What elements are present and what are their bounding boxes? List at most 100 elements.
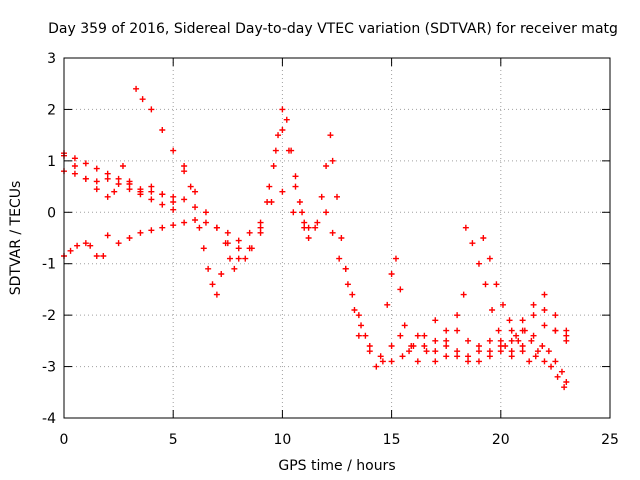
data-point	[111, 188, 118, 195]
series-track-1	[61, 150, 188, 203]
data-point	[292, 173, 299, 180]
data-point	[181, 219, 188, 226]
data-point	[71, 163, 78, 169]
data-point	[423, 348, 430, 355]
y-tick-label: 3	[47, 51, 56, 67]
data-point	[344, 281, 351, 288]
data-point	[475, 343, 482, 349]
data-point	[521, 327, 528, 334]
data-point	[148, 188, 155, 195]
data-point	[558, 368, 565, 375]
data-point	[71, 170, 78, 177]
data-point	[246, 229, 253, 236]
data-point	[397, 332, 404, 339]
data-point	[486, 337, 493, 344]
data-point	[541, 291, 548, 298]
data-point	[469, 240, 476, 247]
data-point	[358, 322, 365, 329]
data-point	[170, 147, 177, 154]
data-point	[508, 337, 515, 344]
data-point	[235, 245, 242, 252]
data-point	[257, 224, 264, 231]
data-point	[148, 196, 155, 203]
data-point	[139, 96, 146, 103]
series-track-5	[104, 188, 308, 247]
y-tick-label: -1	[42, 257, 56, 273]
data-point	[222, 240, 229, 247]
data-point	[388, 358, 395, 365]
data-point	[506, 317, 513, 324]
data-point	[480, 235, 487, 241]
data-point	[373, 363, 380, 370]
data-point	[486, 348, 493, 355]
data-point	[508, 353, 515, 360]
data-point	[489, 307, 496, 313]
data-point	[454, 353, 461, 360]
data-point	[181, 168, 188, 175]
data-point	[312, 224, 319, 231]
series-track-12	[480, 235, 570, 385]
data-point	[224, 229, 231, 236]
data-point	[292, 183, 299, 190]
data-point	[475, 260, 482, 267]
data-point	[192, 204, 199, 211]
data-point	[272, 147, 279, 154]
series-track-13	[432, 291, 570, 365]
data-point	[336, 255, 343, 262]
data-point	[534, 348, 541, 355]
series-track-7	[181, 127, 365, 329]
data-points	[61, 85, 570, 391]
data-point	[93, 165, 100, 172]
data-point	[561, 384, 568, 391]
data-point	[454, 348, 461, 355]
x-tick-labels: 0 5 10 15 20 25	[60, 432, 619, 448]
data-point	[482, 281, 489, 288]
x-axis-label: GPS time / hours	[278, 458, 395, 474]
data-point	[508, 327, 515, 334]
data-point	[323, 163, 330, 169]
data-point	[443, 353, 450, 360]
data-point	[115, 240, 122, 247]
series-track-10	[384, 255, 570, 360]
data-point	[148, 227, 155, 234]
data-point	[563, 332, 570, 339]
data-point	[552, 327, 559, 334]
data-point	[530, 332, 537, 339]
data-point	[305, 224, 312, 231]
series-track-8	[342, 265, 467, 370]
data-point	[384, 301, 391, 308]
data-point	[301, 219, 308, 226]
y-axis-label: SDTVAR / TECUs	[8, 181, 24, 296]
data-point	[443, 327, 450, 334]
data-point	[285, 147, 292, 154]
data-point	[408, 343, 415, 349]
data-point	[414, 332, 421, 339]
data-point	[530, 312, 537, 319]
x-tick-label: 15	[383, 432, 401, 448]
data-point	[329, 229, 336, 236]
data-point	[366, 348, 373, 355]
data-point	[465, 358, 472, 365]
data-point	[342, 265, 349, 272]
y-tick-label: -2	[42, 308, 56, 324]
data-point	[82, 160, 89, 167]
data-point	[497, 337, 504, 344]
data-point	[454, 312, 461, 319]
data-point	[270, 163, 277, 169]
plot-frame	[63, 57, 611, 419]
series-track-3	[61, 152, 177, 205]
data-point	[379, 358, 386, 365]
data-point	[266, 183, 273, 190]
data-point	[552, 358, 559, 365]
data-point	[460, 291, 467, 298]
data-point	[334, 193, 340, 200]
data-point	[432, 337, 439, 344]
data-point	[545, 348, 552, 355]
data-point	[74, 242, 81, 249]
data-point	[515, 337, 522, 344]
data-point	[327, 132, 334, 139]
series-track-4	[61, 240, 107, 259]
series-track-11	[462, 224, 568, 391]
data-point	[432, 317, 439, 324]
